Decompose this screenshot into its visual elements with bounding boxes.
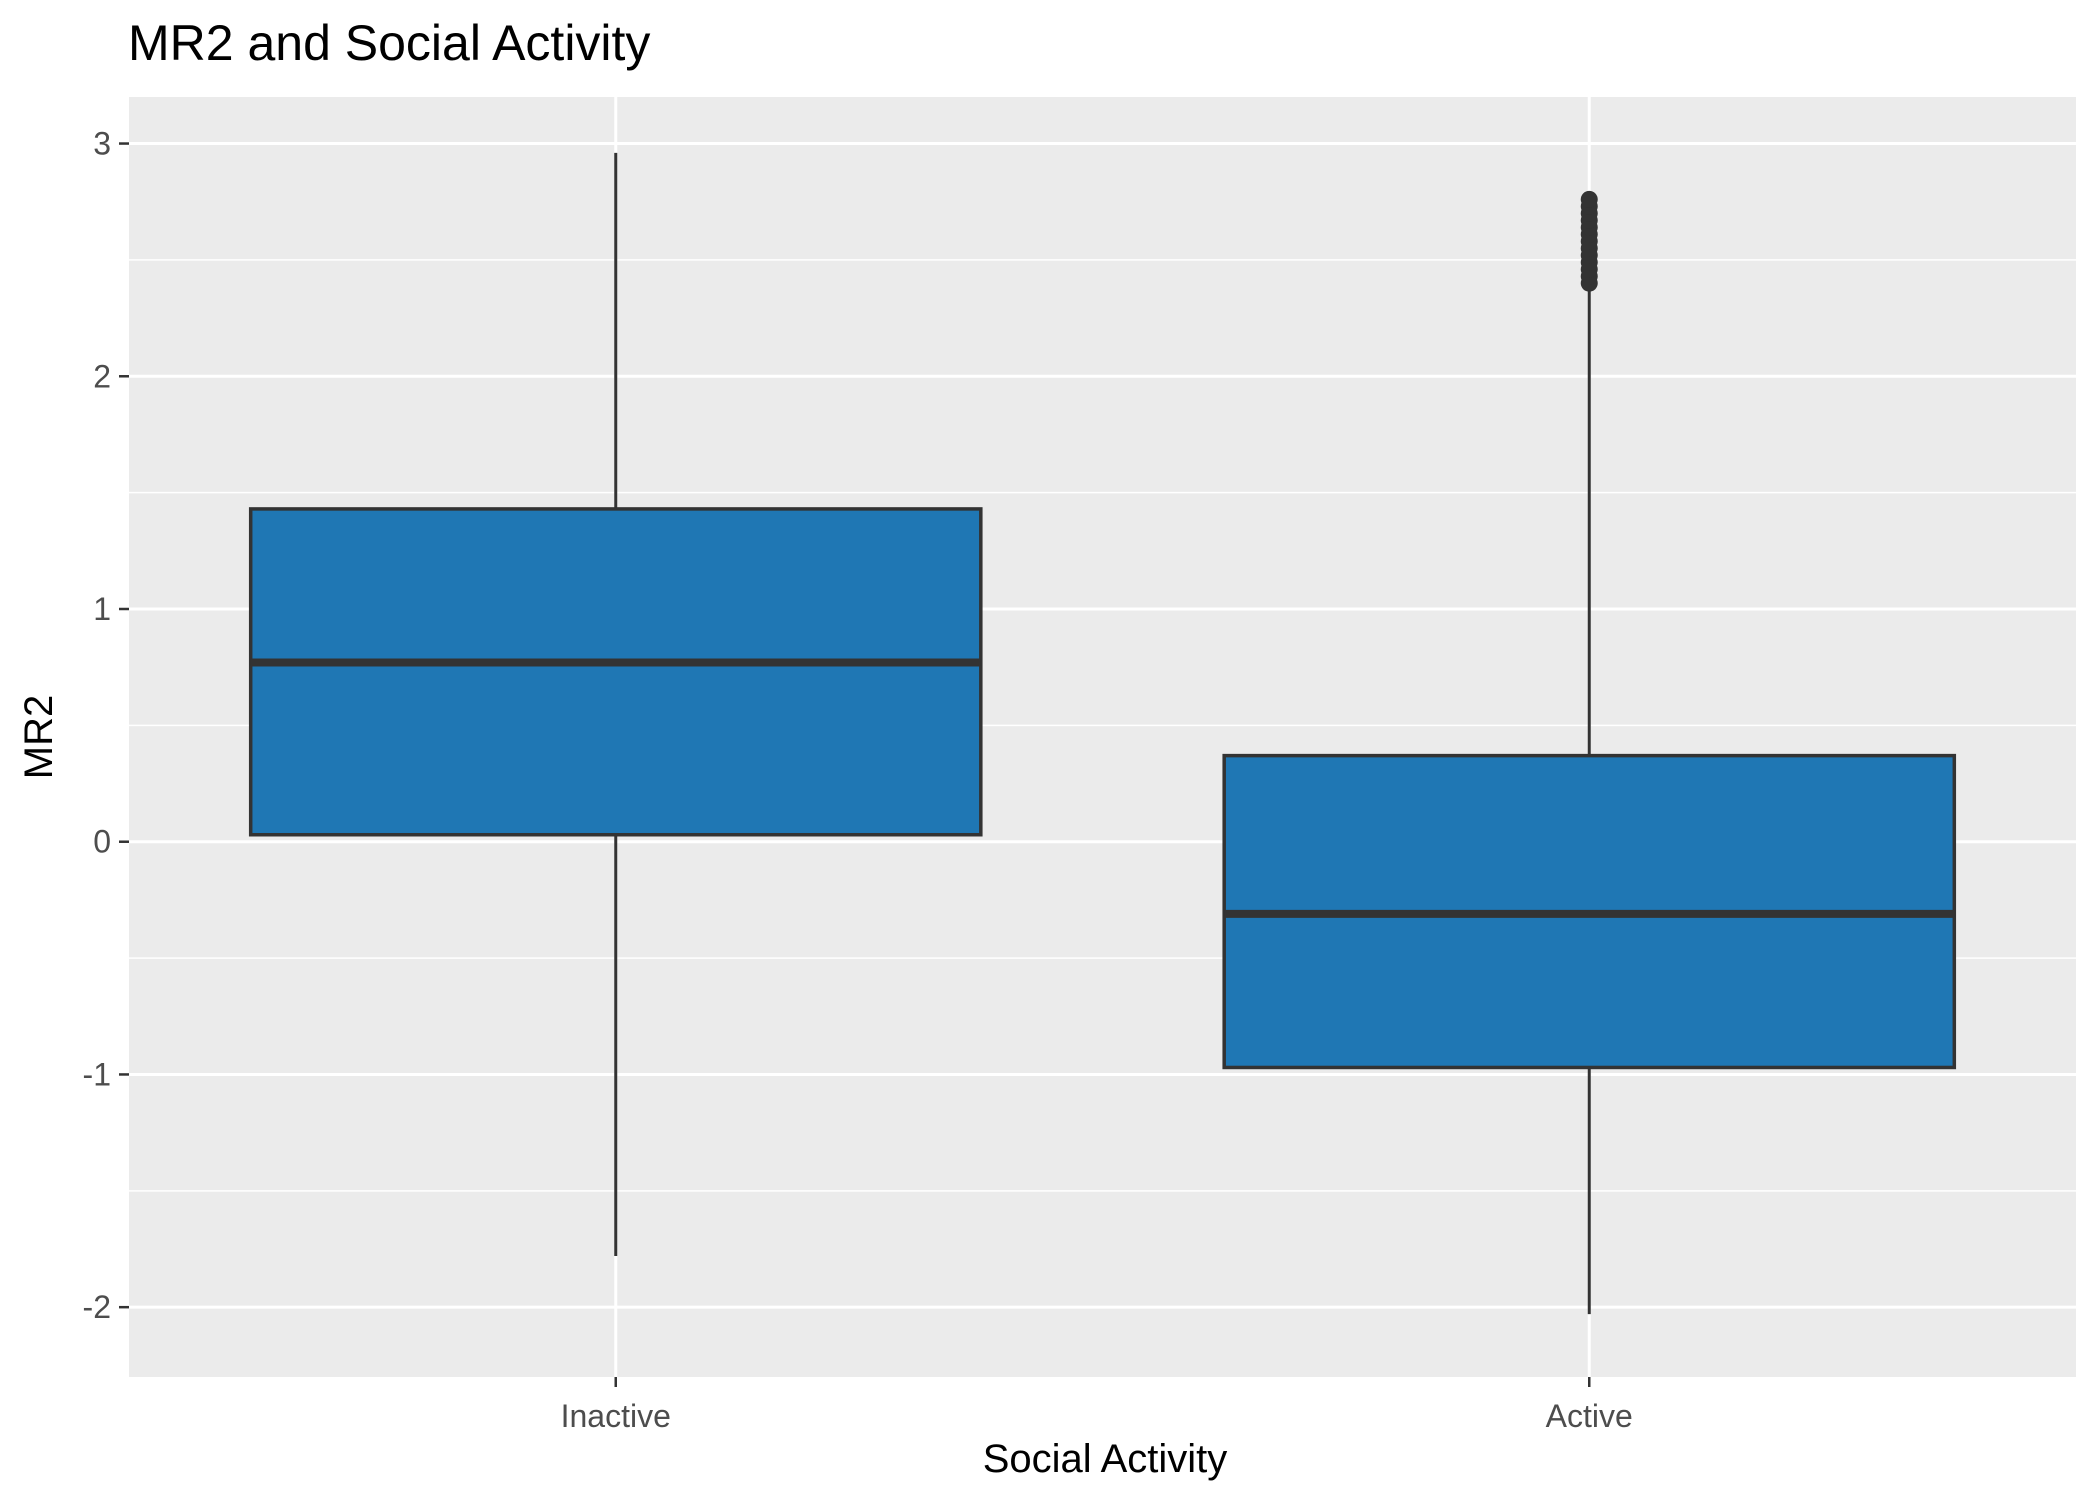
y-tick-label: 2 xyxy=(93,358,111,394)
y-tick-label: 0 xyxy=(93,824,111,860)
x-axis-title: Social Activity xyxy=(983,1437,1228,1481)
y-tick-label: -1 xyxy=(83,1056,111,1092)
y-tick-label: 3 xyxy=(93,126,111,162)
y-tick-label: 1 xyxy=(93,591,111,627)
x-tick-label: Active xyxy=(1546,1398,1633,1434)
box-plots xyxy=(248,152,1957,1315)
x-axis: Inactive Active xyxy=(561,1377,1633,1434)
box-iqr xyxy=(248,507,983,837)
y-axis-title: MR2 xyxy=(17,695,61,779)
x-tick-label: Inactive xyxy=(561,1398,671,1434)
outlier-point xyxy=(1580,190,1598,208)
chart-title: MR2 and Social Activity xyxy=(128,15,650,71)
y-tick-label: -2 xyxy=(83,1289,111,1325)
box-active xyxy=(1222,190,1957,1315)
y-axis: -2 -1 0 1 2 3 xyxy=(83,126,129,1325)
box-inactive xyxy=(248,152,983,1256)
